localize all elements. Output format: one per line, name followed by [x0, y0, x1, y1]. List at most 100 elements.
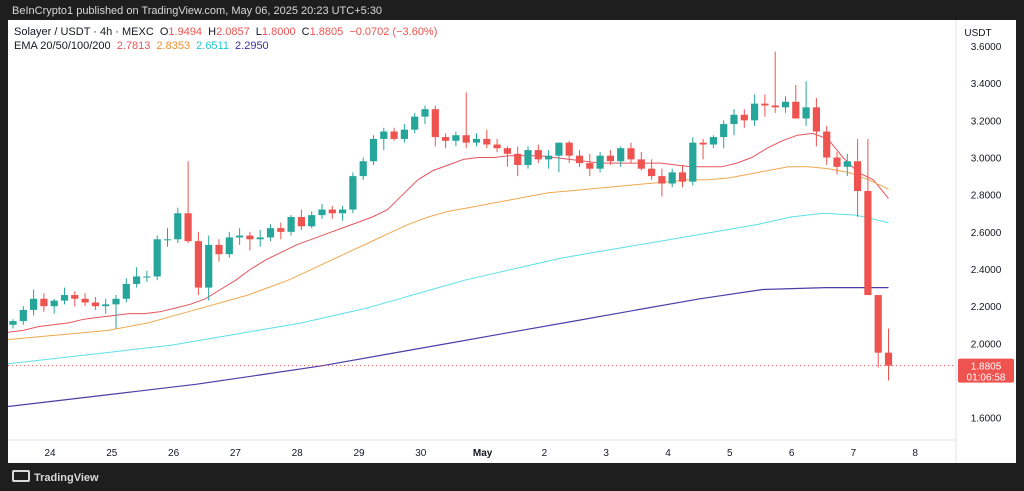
- candle-up: [9, 321, 17, 325]
- candle-down: [194, 241, 202, 288]
- candle-up: [318, 209, 326, 216]
- candle-up: [339, 209, 347, 214]
- x-tick-label: May: [473, 448, 493, 459]
- candle-up: [19, 309, 27, 322]
- candle-down: [864, 190, 872, 296]
- publish-caption: BeInCrypto1 published on TradingView.com…: [12, 5, 383, 17]
- candle-up: [205, 244, 213, 288]
- y-tick-label: 3.2000: [971, 116, 1002, 127]
- candle-down: [91, 302, 99, 307]
- candle-up: [380, 131, 388, 139]
- ema50-value: 2.8353: [156, 40, 191, 52]
- footer-bar: [0, 463, 1024, 491]
- candle-up: [411, 116, 419, 130]
- y-tick-label: 3.4000: [971, 79, 1002, 90]
- candle-up: [50, 300, 58, 307]
- candle-down: [71, 295, 79, 299]
- low-label: L: [255, 26, 262, 38]
- candle-up: [266, 228, 275, 238]
- candle-up: [236, 235, 244, 238]
- candle-up: [163, 239, 172, 241]
- candle-down: [442, 137, 450, 141]
- price-badge: [958, 358, 1014, 383]
- candle-down: [40, 298, 48, 307]
- candle-up: [60, 295, 69, 301]
- candle-up: [555, 142, 563, 156]
- candle-down: [81, 298, 89, 303]
- candle-down: [277, 228, 285, 232]
- candle-up: [143, 276, 151, 278]
- candle-up: [751, 103, 759, 121]
- candle-up: [730, 114, 738, 125]
- candle-up: [668, 172, 676, 184]
- x-tick-label: 8: [912, 448, 918, 459]
- y-tick-label: 2.0000: [971, 339, 1002, 350]
- candle-down: [833, 157, 841, 167]
- candlestick-chart[interactable]: USDT 3.6000 3.4000 3.2000 3.0000 2.8000 2.6000…: [7, 20, 1016, 463]
- candle-down: [761, 103, 769, 106]
- high-label: H: [208, 26, 217, 38]
- candle-up: [122, 283, 130, 299]
- candle-up: [843, 161, 851, 167]
- candle-down: [514, 153, 522, 165]
- high-value: 2.0857: [216, 26, 250, 38]
- candle-up: [596, 155, 604, 169]
- candle-up: [308, 215, 316, 227]
- ema100-line: [7, 212, 889, 365]
- candle-down: [503, 148, 511, 154]
- y-tick-label: 2.6000: [971, 228, 1002, 239]
- x-tick-label: 29: [353, 448, 365, 459]
- x-tick-label: 24: [44, 448, 56, 459]
- candle-down: [874, 295, 882, 353]
- candle-up: [256, 237, 264, 240]
- candle-up: [545, 155, 553, 160]
- candle-down: [493, 144, 501, 149]
- ema-label[interactable]: EMA 20/50/100/200: [14, 40, 111, 52]
- candle-down: [297, 216, 305, 227]
- candle-down: [792, 101, 800, 119]
- ema100-value: 2.6511: [196, 40, 229, 52]
- candle-down: [462, 135, 470, 143]
- ema20-value: 2.7813: [116, 40, 151, 52]
- candle-down: [854, 161, 862, 191]
- candle-up: [802, 107, 810, 119]
- candle-down: [678, 172, 687, 182]
- y-tick-label: 3.6000: [971, 42, 1002, 53]
- candle-up: [30, 298, 38, 310]
- candle-up: [102, 304, 110, 307]
- candle-down: [565, 142, 573, 156]
- candle-down: [390, 131, 398, 139]
- candle-down: [534, 150, 542, 160]
- candle-down: [771, 105, 779, 108]
- candle-down: [606, 155, 614, 162]
- candle-down: [740, 114, 748, 121]
- candle-down: [575, 155, 584, 164]
- x-tick-label: 6: [789, 448, 795, 459]
- candle-up: [617, 148, 625, 162]
- candle-down: [823, 131, 831, 158]
- candle-up: [369, 138, 378, 162]
- candle-down: [627, 148, 635, 160]
- close-label: C: [301, 26, 310, 38]
- candle-up: [472, 138, 481, 143]
- change-value: −0.0702 (−3.60%): [349, 26, 438, 38]
- symbol-ohlc-legend: Solayer / USDT · 4h · MEXC O1.9494 H2.08…: [14, 26, 440, 38]
- chart-panel[interactable]: USDT 3.6000 3.4000 3.2000 3.0000 2.8000 2.6000…: [7, 20, 1016, 463]
- candle-down: [215, 244, 223, 255]
- candle-down: [812, 107, 820, 132]
- low-value: 1.8000: [261, 26, 296, 38]
- x-tick-label: 27: [230, 448, 242, 459]
- tradingview-logo[interactable]: TradingView: [12, 470, 99, 484]
- candle-up: [349, 176, 357, 210]
- candle-up: [174, 213, 182, 240]
- symbol-label[interactable]: Solayer / USDT · 4h · MEXC: [14, 26, 154, 38]
- candle-up: [225, 237, 233, 255]
- ema20-line: [7, 132, 889, 333]
- candle-down: [586, 163, 594, 169]
- candle-down: [246, 235, 254, 240]
- candle-up: [720, 124, 728, 138]
- y-tick-label: 3.0000: [971, 154, 1002, 165]
- close-value: 1.8805: [309, 26, 344, 38]
- price-scale-title: USDT: [964, 28, 991, 39]
- candle-up: [781, 101, 790, 108]
